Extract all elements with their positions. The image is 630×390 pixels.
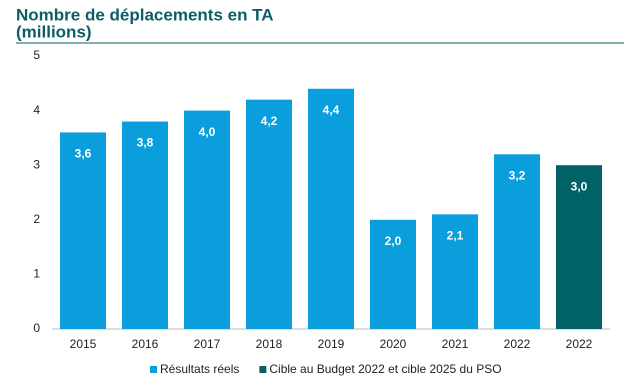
chart-title: Nombre de déplacements en TA <box>16 5 274 24</box>
value-label: 4,0 <box>199 125 216 139</box>
legend-label: Résultats réels <box>160 362 239 376</box>
bar <box>60 132 106 329</box>
legend-label: Cible au Budget 2022 et cible 2025 du PS… <box>269 362 501 376</box>
value-label: 3,0 <box>571 179 588 193</box>
x-tick-label: 2018 <box>256 337 283 351</box>
x-tick-label: 2022 <box>566 337 593 351</box>
x-tick-label: 2015 <box>70 337 97 351</box>
x-tick-label: 2019 <box>318 337 345 351</box>
x-tick-label: 2021 <box>442 337 469 351</box>
y-tick-label: 3 <box>33 157 40 171</box>
value-label: 3,2 <box>509 168 526 182</box>
value-label: 2,0 <box>385 234 402 248</box>
y-tick-label: 2 <box>33 212 40 226</box>
value-label: 4,4 <box>323 103 340 117</box>
x-tick-label: 2017 <box>194 337 221 351</box>
x-tick-label: 2020 <box>380 337 407 351</box>
bar <box>246 99 292 330</box>
value-label: 4,2 <box>261 114 278 128</box>
chart-title: (millions) <box>16 22 92 41</box>
bar <box>184 110 230 329</box>
bar <box>370 219 416 329</box>
bar <box>494 154 540 329</box>
bar <box>308 88 354 329</box>
legend-swatch <box>259 366 267 373</box>
legend-swatch <box>150 366 157 373</box>
value-label: 2,1 <box>447 229 464 243</box>
x-tick-label: 2022 <box>504 337 531 351</box>
bar <box>432 214 478 329</box>
y-tick-label: 4 <box>33 103 40 117</box>
value-label: 3,8 <box>137 136 154 150</box>
bar <box>122 121 168 330</box>
y-tick-label: 0 <box>33 321 40 335</box>
x-tick-label: 2016 <box>132 337 159 351</box>
y-tick-label: 1 <box>33 267 40 281</box>
bar <box>556 165 602 329</box>
y-tick-label: 5 <box>33 48 40 62</box>
value-label: 3,6 <box>75 147 92 161</box>
